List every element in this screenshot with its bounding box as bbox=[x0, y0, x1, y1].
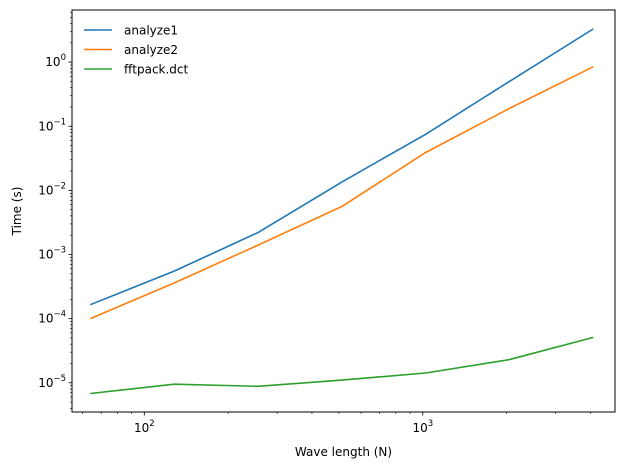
series-line-analyze1 bbox=[90, 28, 594, 306]
y-tick-label: 10−3 bbox=[38, 246, 66, 262]
series-line-fftpack-dct bbox=[90, 336, 594, 395]
y-axis-label: Time (s) bbox=[10, 187, 24, 237]
y-tick-label-exponent: 0 bbox=[61, 53, 66, 63]
legend-item: fftpack.dct bbox=[84, 63, 189, 77]
legend: analyze1 analyze2 fftpack.dct bbox=[84, 24, 189, 77]
y-tick-label-base: 10 bbox=[45, 55, 60, 69]
y-tick-label: 10−5 bbox=[38, 374, 66, 390]
x-tick-label-exponent: 3 bbox=[428, 419, 433, 429]
y-tick-label-base: 10 bbox=[38, 312, 53, 326]
y-tick-label-exponent: −2 bbox=[53, 181, 66, 191]
y-tick-label-exponent: −3 bbox=[53, 246, 66, 256]
axes-frame bbox=[71, 9, 616, 413]
x-tick-label: 102 bbox=[134, 419, 155, 435]
y-tick-label: 10−1 bbox=[38, 117, 66, 133]
legend-item: analyze1 bbox=[84, 24, 178, 38]
legend-label: analyze2 bbox=[124, 43, 178, 57]
y-tick-label: 100 bbox=[45, 53, 66, 69]
legend-label: analyze1 bbox=[124, 24, 178, 38]
x-tick-label-base: 10 bbox=[134, 421, 149, 435]
series-line-analyze2 bbox=[90, 65, 594, 320]
y-tick-label: 10−4 bbox=[38, 310, 66, 326]
x-axis-label: Wave length (N) bbox=[295, 445, 392, 459]
y-tick-label: 10−2 bbox=[38, 181, 66, 197]
y-tick-label-base: 10 bbox=[38, 119, 53, 133]
y-tick-label-base: 10 bbox=[38, 248, 53, 262]
y-tick-label-exponent: −4 bbox=[53, 310, 66, 320]
legend-item: analyze2 bbox=[84, 43, 178, 57]
y-tick-label-base: 10 bbox=[38, 376, 53, 390]
y-tick-label-exponent: −5 bbox=[53, 374, 66, 384]
x-tick-label-base: 10 bbox=[412, 421, 427, 435]
x-tick-label: 103 bbox=[412, 419, 433, 435]
plot-lines bbox=[90, 28, 594, 395]
legend-label: fftpack.dct bbox=[124, 63, 189, 77]
x-tick-label-exponent: 2 bbox=[149, 419, 154, 429]
y-tick-label-exponent: −1 bbox=[53, 117, 66, 127]
y-tick-label-base: 10 bbox=[38, 183, 53, 197]
